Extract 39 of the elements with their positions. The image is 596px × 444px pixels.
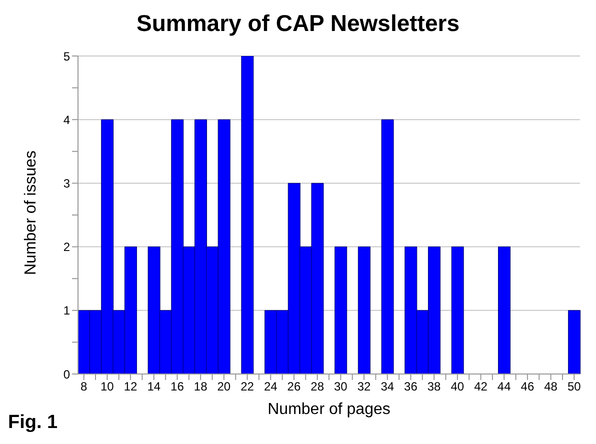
x-tick-label: 26 xyxy=(287,380,301,394)
x-tick-label: 18 xyxy=(194,380,208,394)
y-tick-label: 3 xyxy=(63,176,70,190)
x-tick-label: 50 xyxy=(567,380,582,394)
bar xyxy=(358,246,370,374)
x-tick-label: 34 xyxy=(380,380,394,394)
x-tick-label: 12 xyxy=(124,380,138,394)
x-tick-label: 40 xyxy=(450,380,464,394)
y-tick-label: 1 xyxy=(63,304,70,318)
x-tick-label: 24 xyxy=(264,380,278,394)
x-tick-label: 14 xyxy=(147,380,161,394)
bar xyxy=(568,310,581,374)
bar xyxy=(334,246,348,374)
y-tick-label: 4 xyxy=(63,112,70,127)
x-tick-label: 44 xyxy=(497,380,512,394)
x-tick-label: 22 xyxy=(240,380,254,394)
x-tick-label: 32 xyxy=(357,380,372,394)
y-axis-title: Number of issues xyxy=(22,150,40,275)
x-axis-title: Number of pages xyxy=(268,401,390,418)
x-tick-label: 28 xyxy=(310,380,324,394)
x-tick-label: 42 xyxy=(474,380,488,394)
y-tick-label: 5 xyxy=(63,49,70,64)
y-tick-label: 0 xyxy=(63,367,70,382)
bar xyxy=(241,56,254,374)
bar xyxy=(451,246,464,374)
x-tick-label: 38 xyxy=(427,380,442,394)
x-tick-label: 36 xyxy=(404,380,418,394)
chart-title: Summary of CAP Newsletters xyxy=(136,10,460,37)
x-tick-label: 8 xyxy=(80,380,88,394)
x-tick-label: 16 xyxy=(170,380,184,394)
x-tick-label: 48 xyxy=(544,380,558,394)
x-tick-label: 10 xyxy=(100,380,114,394)
x-tick-label: 20 xyxy=(217,380,231,394)
x-tick-label: 46 xyxy=(520,380,534,394)
caption: Fig. 1 xyxy=(8,412,58,434)
y-tick-label: 2 xyxy=(63,240,70,254)
bar xyxy=(498,246,511,374)
x-tick-label: 30 xyxy=(334,380,348,394)
bar xyxy=(381,119,394,374)
